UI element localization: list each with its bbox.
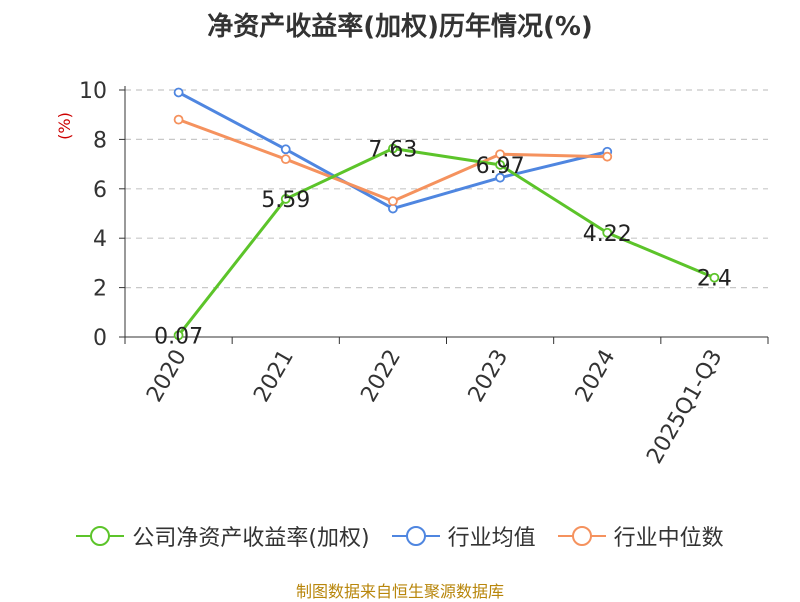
data-label: 6.97 <box>476 154 525 179</box>
legend-line-icon <box>557 526 606 546</box>
y-tick-label: 8 <box>93 128 107 153</box>
data-point <box>709 272 720 283</box>
y-tick-label: 4 <box>93 227 107 252</box>
chart-title: 净资产收益率(加权)历年情况(%) <box>207 12 593 42</box>
x-tick-label: 2021 <box>249 346 299 407</box>
data-label: 7.63 <box>368 138 417 163</box>
legend-item-industry-median[interactable]: 行业中位数 <box>557 520 724 552</box>
legend-line-icon <box>76 526 125 546</box>
x-tick-label: 2023 <box>464 346 514 407</box>
data-point <box>280 154 291 165</box>
legend: 公司净资产收益率(加权) 行业均值 行业中位数 <box>0 520 800 552</box>
legend-item-industry-mean[interactable]: 行业均值 <box>391 520 536 552</box>
data-label: 4.22 <box>583 222 632 247</box>
legend-label-industry-median: 行业中位数 <box>613 526 724 551</box>
y-axis-label: (%) <box>55 112 74 140</box>
legend-line-icon <box>391 526 440 546</box>
data-point <box>280 144 291 155</box>
data-label: 5.59 <box>261 188 310 213</box>
data-point <box>388 196 398 207</box>
legend-label-company: 公司净资产收益率(加权) <box>132 526 370 551</box>
x-tick-label: 2022 <box>356 346 406 407</box>
x-tick-label: 2025Q1-Q3 <box>642 346 727 469</box>
data-point <box>495 149 505 160</box>
data-point <box>495 172 505 183</box>
data-point <box>173 87 184 98</box>
data-label: 0.07 <box>154 324 203 349</box>
data-point <box>173 114 184 125</box>
data-point <box>495 159 505 170</box>
series-line <box>177 147 715 337</box>
y-tick-label: 10 <box>79 79 107 104</box>
y-tick-label: 2 <box>93 277 107 302</box>
data-label: 2.4 <box>697 267 732 292</box>
y-tick-label: 6 <box>93 178 107 203</box>
x-tick-label: 2020 <box>142 346 192 407</box>
data-point <box>388 143 398 154</box>
x-tick-label: 2024 <box>571 346 621 407</box>
y-tick-label: 0 <box>93 326 107 351</box>
data-point <box>280 194 291 204</box>
data-point <box>602 151 613 162</box>
data-point <box>602 227 613 238</box>
legend-item-company[interactable]: 公司净资产收益率(加权) <box>76 520 370 552</box>
data-source-note: 制图数据来自恒生聚源数据库 <box>295 582 504 601</box>
legend-label-industry-mean: 行业均值 <box>447 526 536 551</box>
data-point <box>173 330 184 341</box>
